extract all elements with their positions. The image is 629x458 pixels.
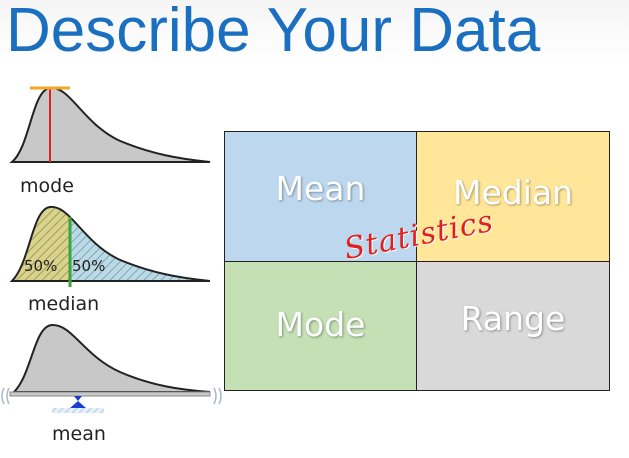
range-cell: Range xyxy=(417,262,609,390)
mean-diagram xyxy=(0,322,225,414)
median-caption: median xyxy=(28,293,100,315)
median-label: Median xyxy=(452,173,574,212)
mode-diagram xyxy=(0,82,225,168)
mean-caption: mean xyxy=(52,423,106,445)
mean-label: Mean xyxy=(275,169,366,208)
median-diagram xyxy=(0,203,225,289)
median-left-percent: 50% xyxy=(24,257,58,275)
mode-curve-graphic xyxy=(9,86,211,163)
median-curve-graphic xyxy=(9,205,211,287)
median-cell: Median xyxy=(417,132,609,262)
slide-title: Describe Your Data xyxy=(6,0,541,65)
mode-label: Mode xyxy=(275,304,366,344)
range-label: Range xyxy=(460,298,566,338)
mode-cell: Mode xyxy=(225,262,417,390)
mean-cell: Mean xyxy=(225,132,417,262)
mode-caption: mode xyxy=(20,175,74,197)
median-right-percent: 50% xyxy=(72,257,106,275)
title-band xyxy=(0,0,629,64)
mean-curve-graphic xyxy=(1,323,222,413)
statistics-grid: Mean Median Mode Range xyxy=(224,131,610,391)
